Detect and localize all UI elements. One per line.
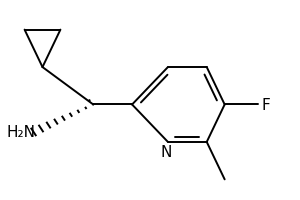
- Text: H₂N: H₂N: [7, 125, 36, 140]
- Text: N: N: [161, 145, 172, 160]
- Text: •: •: [86, 97, 91, 106]
- Text: F: F: [262, 98, 271, 112]
